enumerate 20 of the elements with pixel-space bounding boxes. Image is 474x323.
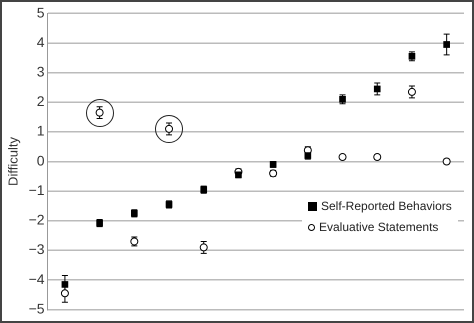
y-tick-label: 1: [36, 122, 45, 139]
point: [200, 243, 208, 252]
y-axis-title: Difficulty: [5, 136, 20, 186]
y-tick-label: −4: [28, 270, 45, 287]
y-tick-label: 4: [36, 34, 45, 50]
legend-label: Evaluative Statements: [319, 219, 438, 236]
legend-label: Self-Reported Behaviors: [321, 198, 452, 215]
y-tick-label: −5: [28, 300, 45, 316]
y-tick-label: 5: [36, 4, 45, 20]
point: [443, 41, 450, 48]
point: [374, 86, 381, 92]
point: [408, 88, 416, 96]
y-tick-label: −3: [28, 241, 45, 258]
y-tick-label: 2: [36, 93, 45, 110]
y-tick-label: −2: [28, 212, 45, 228]
y-tick-label: 0: [36, 152, 45, 168]
y-tick-label: −1: [28, 182, 45, 198]
point: [62, 281, 68, 288]
point: [60, 289, 69, 298]
y-tick-label: 3: [36, 64, 45, 80]
